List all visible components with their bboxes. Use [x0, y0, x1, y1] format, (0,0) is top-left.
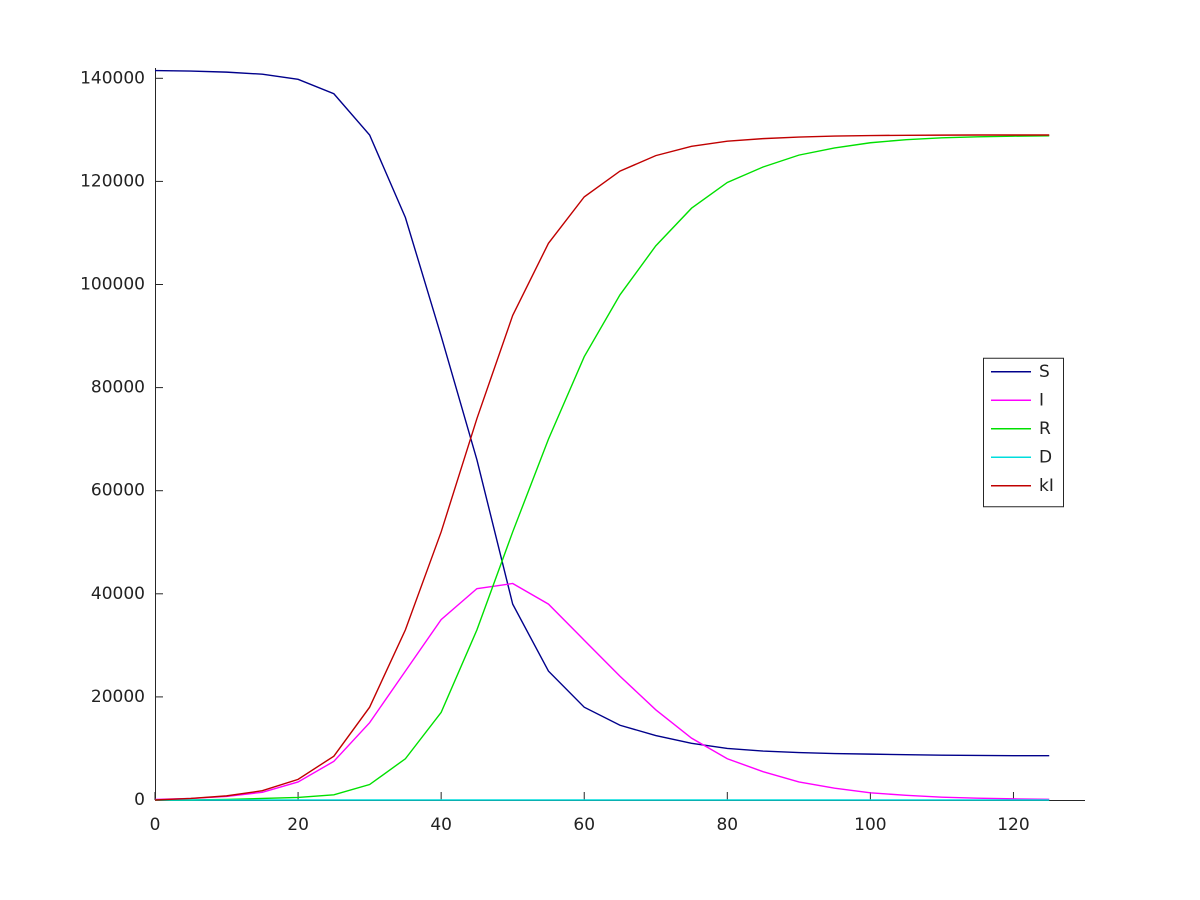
- legend-label: kI: [1039, 476, 1054, 496]
- x-tick-label: 60: [573, 815, 595, 835]
- series-line: [154, 134, 1050, 801]
- x-tick-label: 100: [854, 815, 886, 835]
- series-line: [154, 582, 1050, 801]
- legend-label: R: [1039, 419, 1051, 439]
- y-tick-label: 20000: [91, 687, 145, 707]
- x-tick-label: 0: [150, 815, 161, 835]
- x-tick-label: 120: [997, 815, 1029, 835]
- x-tick-label: 40: [430, 815, 452, 835]
- x-tick-label: 80: [716, 815, 738, 835]
- y-tick-label: 60000: [91, 481, 145, 501]
- x-tick-label: 20: [287, 815, 309, 835]
- y-tick-label: 100000: [80, 275, 145, 295]
- legend-label: D: [1039, 447, 1052, 467]
- y-tick-label: 120000: [80, 171, 145, 191]
- legend-label: I: [1039, 390, 1044, 410]
- y-tick-label: 140000: [80, 68, 145, 88]
- y-tick-label: 40000: [91, 584, 145, 604]
- series-line: [155, 135, 1050, 801]
- y-tick-label: 80000: [91, 378, 145, 398]
- legend-box: [983, 357, 1064, 508]
- legend-label: S: [1039, 362, 1050, 382]
- y-tick-label: 0: [134, 790, 145, 810]
- series-line: [154, 69, 1050, 757]
